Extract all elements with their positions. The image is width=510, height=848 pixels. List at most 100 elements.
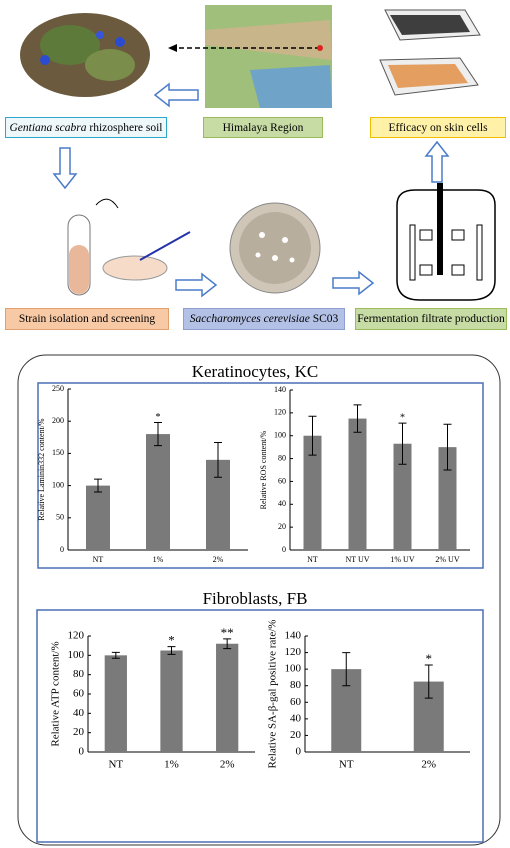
error-bar <box>111 651 120 659</box>
error-bar <box>342 652 351 687</box>
kc-panel <box>37 382 484 569</box>
x-tick-label: NT <box>93 555 104 564</box>
error-bar <box>167 646 176 655</box>
label-text: SC03 <box>309 313 339 325</box>
y-axis-label: Relative ATP content/% <box>50 641 62 746</box>
x-tick-label: 1% UV <box>390 555 414 564</box>
fermentation-label: Fermentation filtrate production <box>355 308 507 330</box>
y-tick-label: 40 <box>73 707 85 719</box>
x-tick-label: 1% <box>164 759 179 771</box>
y-tick-label: 120 <box>68 630 85 642</box>
x-tick-label: 2% <box>421 759 436 771</box>
y-tick-label: 120 <box>274 408 286 417</box>
x-tick-label: 2% <box>213 555 224 564</box>
y-tick-label: 20 <box>290 729 302 741</box>
y-tick-label: 20 <box>73 726 85 738</box>
bar <box>216 643 239 752</box>
error-bar <box>308 415 317 456</box>
error-bar <box>353 404 362 433</box>
soil-label: Gentiana scabra rhizosphere soil <box>5 117 167 138</box>
significance: * <box>168 633 175 648</box>
bar <box>348 418 367 550</box>
y-tick-label: 40 <box>290 712 302 724</box>
y-tick-label: 50 <box>56 513 64 522</box>
y-axis-label: Relative ROS content/% <box>259 430 268 509</box>
flow-arrows <box>52 82 450 298</box>
y-axis-label: Relative Laminin332 content/% <box>37 418 46 521</box>
significance: * <box>156 412 161 423</box>
bar <box>393 443 412 550</box>
label-italic: Gentiana scabra <box>9 121 87 134</box>
significance: ** <box>221 625 234 640</box>
error-bar <box>398 422 407 465</box>
bar <box>86 485 110 550</box>
y-tick-label: 250 <box>52 384 64 393</box>
y-tick-label: 140 <box>285 630 302 642</box>
y-tick-label: 200 <box>52 416 64 425</box>
y-tick-label: 60 <box>278 476 286 485</box>
x-tick-label: 2% <box>220 759 235 771</box>
y-tick-label: 100 <box>68 649 85 661</box>
y-tick-label: 100 <box>285 663 302 675</box>
arrow <box>332 270 375 296</box>
label-text: rhizosphere soil <box>86 121 163 134</box>
y-tick-label: 60 <box>73 688 85 700</box>
y-tick-label: 150 <box>52 448 64 457</box>
error-bar <box>223 638 232 650</box>
error-bar <box>94 478 102 493</box>
outer-panel <box>17 354 501 846</box>
arrow <box>175 272 218 298</box>
isolation-label: Strain isolation and screening <box>5 308 169 330</box>
efficacy-label: Efficacy on skin cells <box>370 117 506 138</box>
x-tick-label: NT <box>108 759 123 771</box>
x-tick-label: NT <box>339 759 354 771</box>
significance: * <box>400 412 405 423</box>
error-bar <box>424 664 433 699</box>
arrow <box>153 82 199 108</box>
bar <box>104 655 127 752</box>
y-tick-label: 100 <box>52 480 64 489</box>
error-bar <box>443 423 452 471</box>
label-text: Fermentation filtrate production <box>357 313 505 325</box>
panel-title: Fibroblasts, FB <box>202 589 308 608</box>
y-tick-label: 120 <box>285 646 302 658</box>
y-tick-label: 140 <box>274 385 286 394</box>
label-text: Himalaya Region <box>222 121 304 134</box>
culture-flasks <box>379 9 481 96</box>
y-tick-label: 60 <box>290 696 302 708</box>
significance: * <box>426 651 433 666</box>
y-tick-label: 40 <box>278 499 286 508</box>
bar <box>146 434 170 550</box>
y-tick-label: 0 <box>60 545 64 554</box>
error-bar <box>154 421 162 447</box>
bar <box>303 435 322 550</box>
y-tick-label: 0 <box>296 746 302 758</box>
arrow <box>424 140 450 183</box>
bar <box>438 447 457 550</box>
y-tick-label: 20 <box>278 522 286 531</box>
panel-title: Keratinocytes, KC <box>191 362 319 381</box>
arrow <box>52 147 78 190</box>
y-tick-label: 0 <box>79 746 85 758</box>
label-text: Efficacy on skin cells <box>388 121 488 134</box>
fb-panel <box>36 609 484 843</box>
soil-photo <box>20 13 150 97</box>
x-tick-label: 2% UV <box>435 555 459 564</box>
x-tick-label: NT UV <box>345 555 369 564</box>
y-axis-label: Relative SA-β-gal positive rate/% <box>267 620 279 769</box>
bar <box>160 650 183 752</box>
himalaya-map <box>168 5 332 108</box>
label-text: Strain isolation and screening <box>18 313 156 325</box>
y-tick-label: 80 <box>290 679 302 691</box>
x-tick-label: 1% <box>153 555 164 564</box>
y-tick-label: 100 <box>274 431 286 440</box>
x-tick-label: NT <box>307 555 318 564</box>
y-tick-label: 80 <box>278 453 286 462</box>
y-tick-label: 80 <box>73 668 85 680</box>
y-tick-label: 0 <box>282 545 286 554</box>
yeast-plate <box>229 202 321 294</box>
error-bar <box>214 441 222 478</box>
tube-and-dish <box>67 198 191 296</box>
